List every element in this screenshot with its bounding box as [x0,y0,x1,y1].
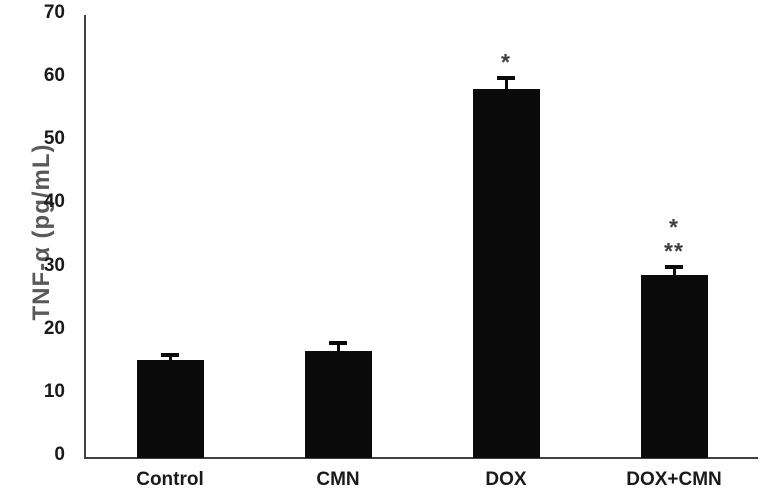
bar-control [136,360,204,458]
y-tick-label-70: 70 [43,2,65,23]
y-tick-label-50: 50 [43,128,65,150]
y-tick-label-20: 20 [43,317,65,339]
x-tick-label-dox: DOX [485,469,527,490]
bar-dox-cmn [640,274,708,458]
bar-cmn [304,350,372,458]
error-bar-stem-cmn [336,343,340,357]
significance-marker-dox-cmn-1: * [669,214,679,241]
y-tick-label-60: 60 [43,65,65,87]
significance-marker-dox-cmn-2: ** [664,238,684,265]
error-bar-cap-dox [497,75,515,80]
y-tick-label-10: 10 [43,380,65,402]
y-tick-label-0: 0 [54,444,65,465]
significance-marker-dox-1: * [501,48,511,75]
error-bar-stem-dox [504,77,508,95]
y-axis-title: TNF-α (pg/mL) [28,143,55,321]
y-axis-line [84,15,86,459]
error-bar-stem-dox-cmn [672,267,676,281]
x-tick-label-dox-cmn: DOX+CMN [626,469,722,490]
bar-dox [472,88,540,458]
x-tick-label-cmn: CMN [316,469,360,490]
error-bar-cap-cmn [329,341,347,346]
x-axis-line [84,457,758,459]
error-bar-stem-control [168,354,172,367]
error-bar-cap-control [161,352,179,357]
error-bar-cap-dox-cmn [665,265,683,270]
x-tick-label-control: Control [136,469,204,490]
y-tick-label-30: 30 [43,254,65,276]
y-tick-label-40: 40 [43,191,65,213]
